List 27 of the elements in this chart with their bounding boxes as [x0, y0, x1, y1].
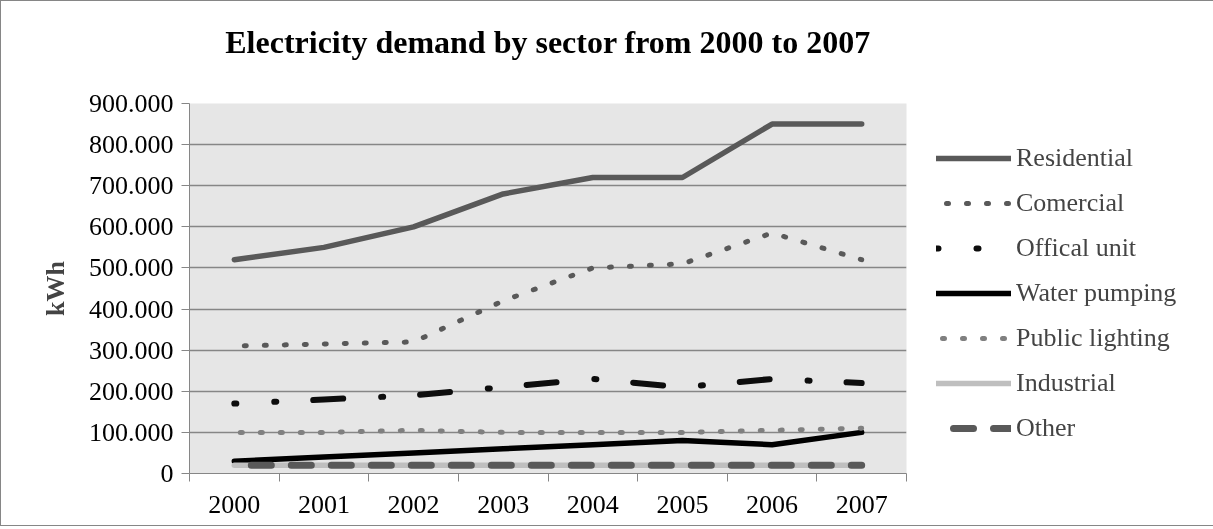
x-tick-label: 2003	[477, 489, 530, 519]
legend-label: Industrial	[1016, 368, 1116, 398]
legend-label: Residential	[1016, 143, 1133, 173]
x-tick-label: 2000	[208, 489, 261, 519]
x-tick-label: 2005	[656, 489, 709, 519]
y-tick-label: 500.000	[89, 253, 174, 283]
y-axis-title: kWh	[41, 260, 70, 316]
legend-label: Public lighting	[1016, 323, 1170, 353]
y-tick-label: 900.000	[89, 89, 174, 118]
x-tick-label: 2002	[387, 489, 440, 519]
y-tick-label: 300.000	[89, 335, 174, 365]
legend-label: Water pumping	[1016, 278, 1177, 308]
x-tick-label: 2004	[566, 489, 619, 519]
x-tick-label: 2001	[297, 489, 350, 519]
y-tick-label: 400.000	[89, 294, 174, 324]
x-tick-label: 2006	[746, 489, 799, 519]
y-tick-label: 800.000	[89, 130, 174, 160]
y-tick-label: 200.000	[89, 376, 174, 406]
x-tick-label: 2007	[835, 489, 888, 519]
chart-title: Electricity demand by sector from 2000 to 2007	[225, 23, 871, 60]
legend-label: Comercial	[1016, 188, 1125, 218]
y-tick-label: 0	[160, 459, 174, 488]
legend-label: Offical unit	[1016, 233, 1137, 263]
y-tick-label: 700.000	[89, 171, 174, 201]
legend-label: Other	[1016, 413, 1076, 443]
y-tick-label: 600.000	[89, 212, 174, 242]
y-tick-label: 100.000	[89, 417, 174, 447]
